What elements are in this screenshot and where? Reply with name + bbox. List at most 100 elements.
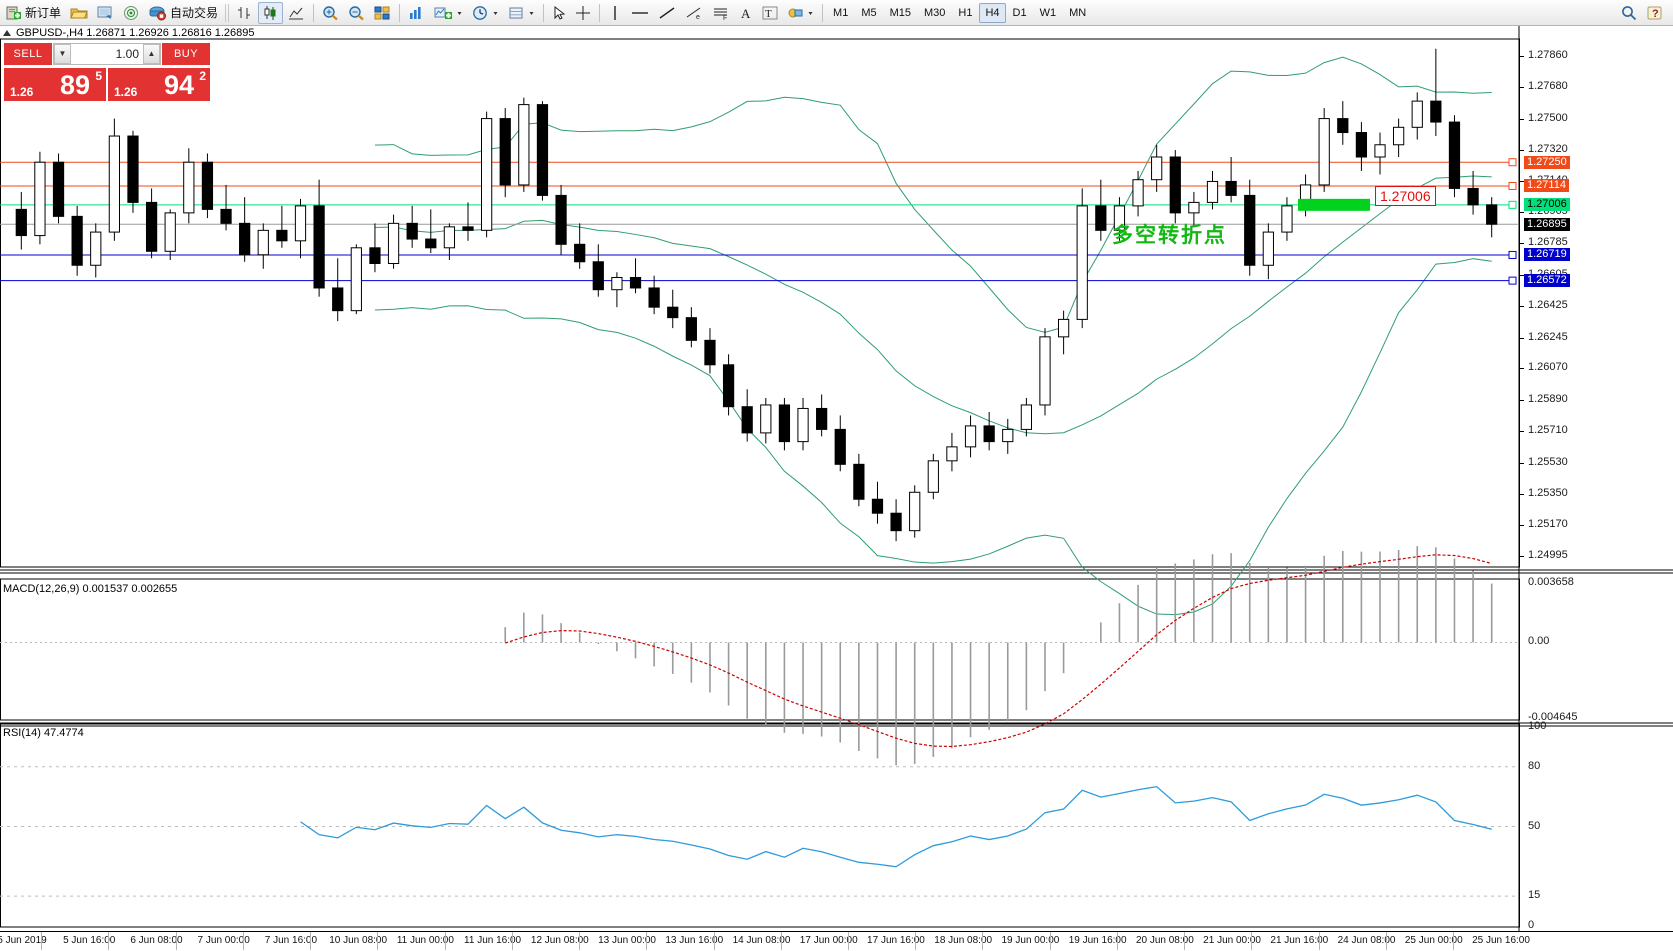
vertical-line-button[interactable] xyxy=(604,2,626,24)
toolbar-separator-5 xyxy=(822,3,824,22)
sell-price-sup: 5 xyxy=(95,68,102,83)
help-button[interactable]: ? xyxy=(1643,2,1667,24)
chevron-down-icon-4[interactable] xyxy=(807,5,814,21)
timeframe-h1[interactable]: H1 xyxy=(958,6,973,19)
navigator-button[interactable] xyxy=(119,2,144,24)
chevron-down-icon[interactable] xyxy=(456,5,463,21)
price-level-label[interactable]: 1.27006 xyxy=(1524,198,1570,212)
fibonacci-icon: F xyxy=(712,5,730,21)
templates-icon xyxy=(434,5,453,21)
line-chart-icon xyxy=(288,5,305,21)
zoom-out-button[interactable] xyxy=(344,2,369,24)
price-level-label[interactable]: 1.27114 xyxy=(1524,179,1569,193)
chart-plot xyxy=(0,26,1673,951)
timeframe-h4[interactable]: H4 xyxy=(979,2,1006,23)
volume-input[interactable]: 1.00 xyxy=(71,44,143,64)
navigator-icon xyxy=(123,5,140,21)
horizontal-line-button[interactable] xyxy=(627,2,653,24)
buy-price-display[interactable]: 1.26 94 2 xyxy=(108,65,210,101)
price-level-label[interactable]: 1.27250 xyxy=(1524,155,1570,169)
one-click-trading-panel[interactable]: SELL ▼ 1.00 ▲ BUY 1.26 89 5 1.26 94 2 xyxy=(4,43,210,101)
sell-price-display[interactable]: 1.26 89 5 xyxy=(4,65,106,101)
timeframe-m5[interactable]: M5 xyxy=(861,6,877,19)
price-level-label[interactable]: 1.26719 xyxy=(1524,248,1570,262)
macd-indicator-label: MACD(12,26,9) 0.001537 0.002655 xyxy=(3,583,178,595)
fibonacci-button[interactable]: F xyxy=(708,2,734,24)
shapes-button[interactable] xyxy=(783,2,818,24)
chart-symbol-header: GBPUSD-,H4 1.26871 1.26926 1.26816 1.268… xyxy=(0,26,1520,39)
svg-text:T: T xyxy=(765,8,772,20)
autotrade-icon xyxy=(149,5,167,21)
sell-price-prefix: 1.26 xyxy=(10,85,34,99)
buy-price-prefix: 1.26 xyxy=(114,85,138,99)
volume-stepper[interactable]: ▼ 1.00 ▲ xyxy=(53,43,161,65)
toolbar-separator-3 xyxy=(543,3,545,22)
trendline-icon xyxy=(658,5,676,21)
timeframe-d1[interactable]: D1 xyxy=(1012,6,1027,19)
chart-annotation-text[interactable]: 多空转折点 xyxy=(1112,224,1227,247)
chevron-down-icon-2[interactable] xyxy=(492,5,499,21)
timeframe-mn[interactable]: MN xyxy=(1069,6,1087,19)
collapse-triangle-icon[interactable] xyxy=(3,29,11,36)
toolbar-separator-2 xyxy=(399,3,401,22)
trendline-button[interactable] xyxy=(654,2,680,24)
text-label-button[interactable]: T xyxy=(758,2,782,24)
chart-canvas-area[interactable]: GBPUSD-,H4 1.26871 1.26926 1.26816 1.268… xyxy=(0,26,1673,951)
buy-button[interactable]: BUY xyxy=(162,43,210,65)
templates-button[interactable] xyxy=(430,2,467,24)
svg-text:?: ? xyxy=(1652,8,1659,20)
one-click-top-row: SELL ▼ 1.00 ▲ BUY xyxy=(4,43,210,65)
vline-icon xyxy=(608,5,622,21)
objects-icon xyxy=(508,5,525,21)
indicators-button[interactable] xyxy=(404,2,429,24)
price-level-label[interactable]: 1.26572 xyxy=(1524,274,1570,288)
text-button[interactable]: A xyxy=(735,2,757,24)
search-button[interactable] xyxy=(1617,2,1641,24)
tile-windows-icon xyxy=(374,5,391,21)
volume-decrease-button[interactable]: ▼ xyxy=(54,44,71,64)
candlestick-chart-button[interactable] xyxy=(258,1,284,24)
chevron-down-icon-3[interactable] xyxy=(528,5,535,21)
sell-button[interactable]: SELL xyxy=(4,43,52,65)
text-icon: A xyxy=(739,5,753,21)
new-order-button[interactable]: 新订单 xyxy=(2,2,65,24)
autotrade-label: 自动交易 xyxy=(170,6,219,20)
sell-price-big: 89 xyxy=(59,70,90,100)
price-callout-box[interactable]: 1.27006 xyxy=(1375,186,1436,206)
autotrade-button[interactable]: 自动交易 xyxy=(145,2,222,24)
equidistant-channel-button[interactable]: e xyxy=(681,2,707,24)
objects-button[interactable] xyxy=(504,2,539,24)
zoom-out-icon xyxy=(348,5,365,21)
cursor-button[interactable] xyxy=(548,2,570,24)
toolbar-separator-4 xyxy=(599,3,601,22)
new-order-label: 新订单 xyxy=(25,6,62,20)
zoom-in-button[interactable] xyxy=(318,2,343,24)
new-order-icon xyxy=(6,5,22,21)
hline-icon xyxy=(631,5,649,21)
toolbar-grip[interactable] xyxy=(225,3,230,22)
channel-icon: e xyxy=(685,5,703,21)
buy-price-sup: 2 xyxy=(199,68,206,83)
main-toolbar: 新订单 xyxy=(0,0,1673,26)
period-button[interactable] xyxy=(468,2,503,24)
buy-price-big: 94 xyxy=(163,70,194,100)
crosshair-button[interactable] xyxy=(571,2,595,24)
folder-button[interactable] xyxy=(66,2,92,24)
timeframe-m30[interactable]: M30 xyxy=(924,6,946,19)
chart-symbol-text: GBPUSD-,H4 1.26871 1.26926 1.26816 1.268… xyxy=(16,26,255,39)
volume-increase-button[interactable]: ▲ xyxy=(143,44,160,64)
shapes-icon xyxy=(787,5,804,21)
terminal-button[interactable] xyxy=(93,2,118,24)
label-icon: T xyxy=(762,5,778,21)
line-chart-button[interactable] xyxy=(284,2,309,24)
svg-text:e: e xyxy=(696,14,700,21)
help-icon: ? xyxy=(1647,5,1663,21)
timeframe-m1[interactable]: M1 xyxy=(833,6,849,19)
timeframe-m15[interactable]: M15 xyxy=(889,6,911,19)
bar-chart-button[interactable] xyxy=(232,2,257,24)
timeframe-w1[interactable]: W1 xyxy=(1039,6,1057,19)
terminal-icon xyxy=(97,5,114,21)
tile-windows-button[interactable] xyxy=(370,2,395,24)
price-level-label[interactable]: 1.26895 xyxy=(1524,217,1570,231)
